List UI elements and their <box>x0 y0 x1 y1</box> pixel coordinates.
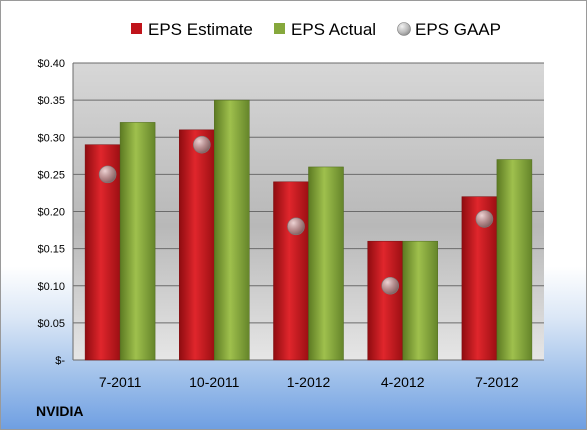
y-tick-label: $0.05 <box>37 318 65 330</box>
legend: EPS Estimate EPS Actual EPS GAAP <box>131 20 501 39</box>
y-tick-label: $0.35 <box>37 95 65 107</box>
actual-bar <box>214 99 250 361</box>
gaap-marker <box>475 210 494 228</box>
actual-bar <box>496 159 533 361</box>
gaap-marker <box>193 135 211 154</box>
y-tick-label: $0.25 <box>37 169 65 181</box>
bars <box>84 99 533 361</box>
y-tick-label: $0.15 <box>37 244 65 256</box>
x-tick-label: 7-2012 <box>475 374 519 390</box>
x-tick-label: 4-2012 <box>381 374 425 390</box>
legend-label: EPS Actual <box>291 20 376 39</box>
estimate-bar <box>179 129 215 361</box>
gaap-marker <box>98 165 117 184</box>
actual-bar <box>308 166 344 361</box>
y-tick-label: $0.10 <box>37 281 65 293</box>
estimate-bar <box>273 181 309 361</box>
y-tick-label: $0.20 <box>37 207 65 219</box>
company-label: NVIDIA <box>36 403 84 419</box>
y-tick-label: $0.30 <box>37 132 65 144</box>
actual-bar <box>119 122 156 361</box>
x-axis-tick-labels: 7-2011 10-2011 1-2012 4-2012 7-2012 <box>99 374 519 390</box>
legend-swatch <box>131 23 142 34</box>
y-tick-label: $0.40 <box>37 58 65 70</box>
estimate-bar <box>367 240 403 361</box>
actual-bar <box>402 240 438 361</box>
legend-swatch <box>397 22 411 36</box>
x-tick-label: 1-2012 <box>287 374 331 390</box>
x-tick-label: 10-2011 <box>189 374 240 390</box>
gaap-marker <box>381 276 400 295</box>
legend-label: EPS Estimate <box>148 20 253 39</box>
legend-swatch <box>274 23 285 34</box>
gaap-marker <box>287 217 305 236</box>
legend-label: EPS GAAP <box>415 20 501 39</box>
y-axis-tick-labels: $- $0.05 $0.10 $0.15 $0.20 $0.25 $0.30 $0.35 $0.… <box>37 58 65 367</box>
x-tick-label: 7-2011 <box>99 374 142 390</box>
gaap-markers <box>98 135 494 295</box>
y-tick-label: $- <box>55 355 65 367</box>
